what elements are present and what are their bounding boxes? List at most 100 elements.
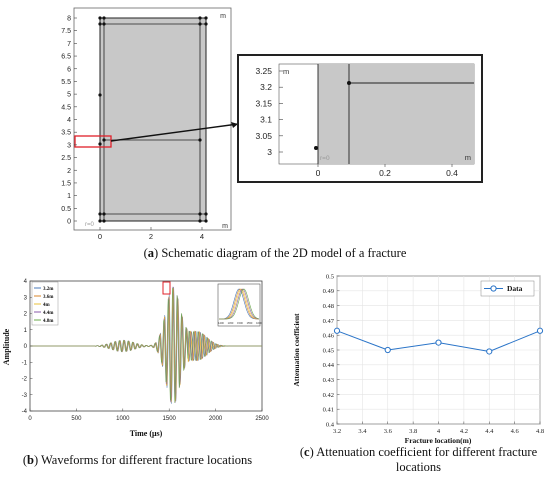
caption-b: (b) Waveforms for different fracture loc…: [22, 453, 253, 467]
waveform-legend-label: 4.4m: [43, 311, 54, 316]
waveform-x-tick-label: 0: [28, 416, 32, 422]
model-x-tick-label: 4: [200, 232, 204, 240]
attenuation-x-label: Fracture location(m): [405, 436, 472, 445]
waveform-y-tick-label: -4: [22, 409, 28, 415]
attenuation-x-tick-label: 3.8: [409, 428, 417, 435]
waveform-y-label: Amplitude: [2, 328, 11, 365]
waveform-legend-label: 4m: [43, 303, 51, 308]
attenuation-x-ticks: 3.2 3.4 3.6 3.8 4 4.2 4.4 4.6 4.8: [333, 421, 544, 435]
model-y-tick-label: 0: [67, 219, 71, 226]
waveform-legend-label: 4.8m: [43, 319, 54, 324]
inset-unit-right: m: [465, 153, 471, 162]
inset-x-tick-label: 0: [316, 168, 321, 178]
attenuation-x-tick-label: 3.6: [384, 428, 393, 435]
waveform-y-tick-label: 1: [24, 328, 28, 334]
waveform-x-label: Time (μs): [130, 429, 163, 438]
inset-x-tick-label: 0.4: [446, 168, 458, 178]
attenuation-y-tick-label: 0.42: [323, 392, 334, 399]
waveform-x-tick-label: 2000: [209, 416, 223, 422]
attenuation-y-label: Attenuation coefficient: [292, 313, 301, 387]
model-y-tick-label: 7.5: [61, 28, 71, 35]
inset-y-tick-label: 3.25: [255, 66, 272, 76]
attenuation-legend: Data: [480, 280, 535, 297]
inset-unit-top: m: [283, 67, 289, 76]
attenuation-x-tick-label: 4: [437, 428, 441, 435]
model-y-tick-label: 2.5: [61, 155, 71, 162]
model-x-tick-label: 0: [98, 232, 102, 240]
waveform-inset: 1400 1450 1500 1550 1600: [217, 283, 262, 327]
attenuation-y-tick-label: 0.44: [323, 362, 335, 369]
model-y-tick-label: 1: [67, 193, 71, 200]
waveform-y-tick-label: 3: [24, 295, 28, 301]
model-y-tick-label: 5: [67, 92, 71, 99]
model-y-tick-label: 4: [67, 117, 71, 124]
waveform-inset-x-tick-label: 1450: [228, 321, 234, 325]
model-r0-label: r=0: [85, 222, 95, 228]
model-y-tick-label: 8: [67, 16, 71, 23]
attenuation-x-tick-label: 3.2: [333, 428, 341, 435]
model-nodes: [98, 16, 208, 223]
inset-y-tick-label: 3.15: [255, 98, 272, 108]
attenuation-legend-label: Data: [507, 284, 523, 293]
attenuation-y-tick-label: 0.45: [323, 347, 334, 354]
waveform-line: [30, 287, 262, 403]
waveform-series: [30, 286, 262, 404]
attenuation-x-tick-label: 4.4: [485, 428, 494, 435]
waveform-inset-x-tick-label: 1550: [247, 321, 253, 325]
caption-c: (c) Attenuation coefficient for differen…: [299, 445, 538, 474]
attenuation-chart: 0.50.490.480.470.460.450.440.430.420.410…: [292, 273, 544, 445]
model-y-tick-label: 1.5: [61, 180, 71, 187]
attenuation-y-tick-label: 0.48: [323, 303, 334, 310]
waveform-y-tick-label: 0: [24, 344, 28, 350]
model-y-tick-label: 6: [67, 66, 71, 73]
attenuation-point: [384, 346, 391, 354]
model-y-tick-label: 5.5: [61, 79, 71, 86]
attenuation-y-tick-label: 0.4: [326, 421, 335, 428]
waveform-x-tick-label: 2500: [255, 416, 269, 422]
attenuation-point: [486, 348, 493, 355]
waveform-legend: 3.2m 3.6m 4m 4.4m 4.8m: [31, 281, 59, 326]
inset-x-tick-label: 0.2: [379, 168, 391, 178]
model-unit-right: m: [222, 223, 228, 230]
model-domain: [99, 17, 207, 222]
inset-y-tick-label: 3: [267, 147, 272, 157]
waveform-inset-x-tick-label: 1400: [218, 321, 224, 325]
caption-a: (a) Schematic diagram of the 2D model of…: [143, 246, 407, 260]
attenuation-y-tick-label: 0.49: [323, 288, 334, 295]
model-x-tick-label: 2: [149, 232, 153, 240]
model-y-tick-label: 0.5: [61, 206, 71, 213]
model-y-tick-label: 7: [67, 41, 71, 48]
inset-y-tick-label: 3.2: [260, 82, 272, 92]
waveform-y-ticks: 4 3 2 1 0 -1 -2 -3 -4: [22, 279, 33, 415]
attenuation-y-tick-label: 0.5: [326, 273, 334, 280]
attenuation-y-tick-label: 0.47: [323, 318, 335, 325]
waveform-y-tick-label: -1: [22, 360, 28, 366]
attenuation-series: [333, 327, 544, 355]
waveform-y-tick-label: -3: [22, 393, 28, 399]
model-x-ticks: 0 2 4: [98, 227, 204, 240]
waveform-y-tick-label: 2: [24, 312, 28, 318]
attenuation-y-tick-label: 0.43: [323, 377, 334, 384]
waveform-inset-x-tick-label: 1600: [256, 321, 262, 325]
model-y-tick-label: 3: [67, 142, 71, 149]
inset-r0-label: r=0: [320, 155, 330, 162]
waveform-inset-x-tick-label: 1500: [237, 321, 243, 325]
attenuation-point: [536, 327, 544, 334]
attenuation-y-tick-label: 0.41: [323, 407, 334, 414]
attenuation-point: [435, 339, 442, 346]
waveform-x-tick-label: 500: [71, 416, 82, 422]
zoom-connector: [110, 123, 239, 142]
model-y-ticks: 8 7.5 7 6.5 6 5.5 5 4.5 4 3.5 3 2.5 2 1.5 1 0.5 0: [61, 16, 77, 226]
attenuation-y-tick-label: 0.46: [323, 333, 335, 340]
model-y-tick-label: 6.5: [61, 54, 71, 61]
attenuation-x-tick-label: 4.2: [460, 428, 468, 435]
waveform-x-tick-label: 1500: [163, 416, 177, 422]
inset-y-tick-label: 3.1: [260, 115, 272, 125]
model-y-tick-label: 4.5: [61, 104, 71, 111]
waveform-y-tick-label: 4: [24, 279, 28, 285]
waveform-x-tick-label: 1000: [116, 416, 130, 422]
model-unit-top: m: [220, 13, 226, 20]
waveform-legend-label: 3.6m: [43, 295, 54, 300]
